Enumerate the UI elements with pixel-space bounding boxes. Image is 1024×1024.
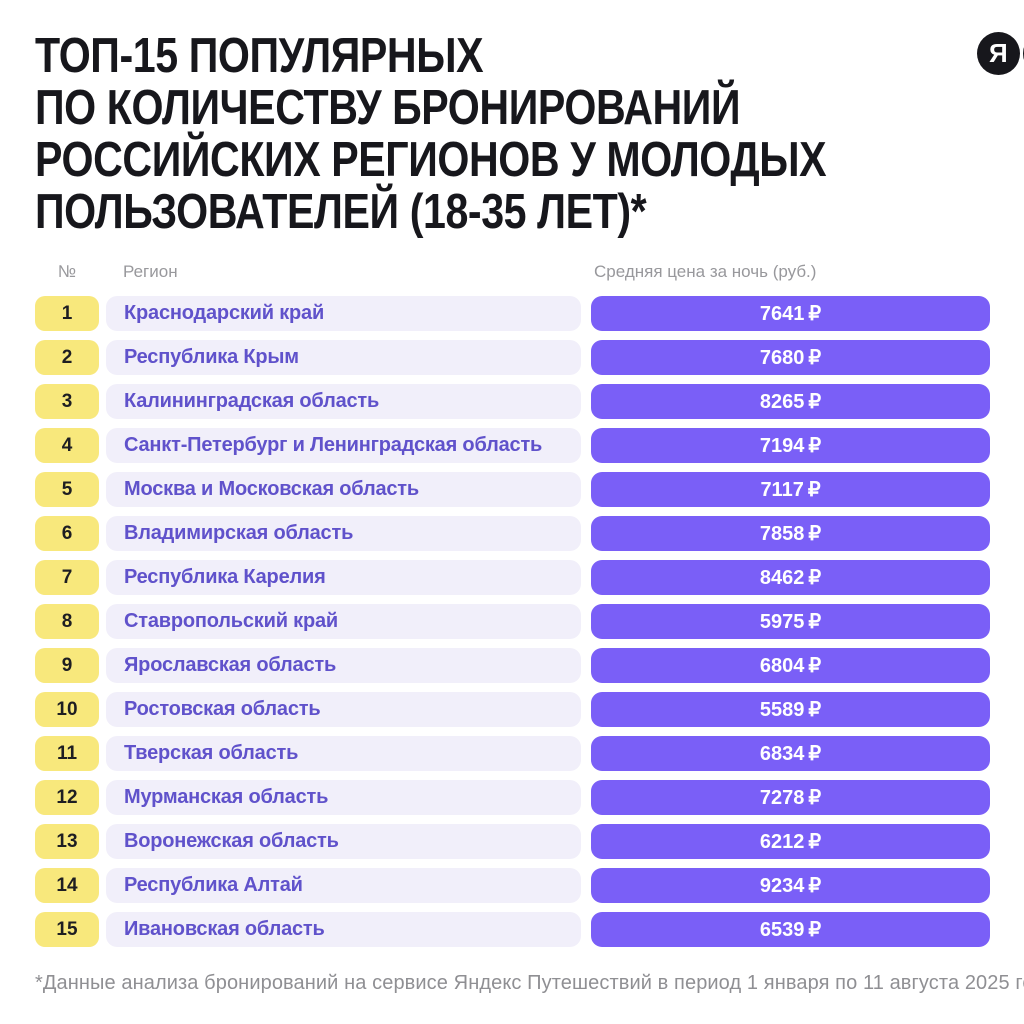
price-pill: 7680 ₽ <box>591 340 990 375</box>
price-pill: 6834 ₽ <box>591 736 990 771</box>
region-pill: Ивановская область <box>106 912 581 947</box>
rank-badge: 4 <box>35 428 99 463</box>
region-pill: Москва и Московская область <box>106 472 581 507</box>
yandex-letter-icon: Я <box>976 32 1020 75</box>
rank-badge: 9 <box>35 648 99 683</box>
rank-badge: 13 <box>35 824 99 859</box>
rank-badge: 10 <box>35 692 99 727</box>
region-pill: Республика Карелия <box>106 560 581 595</box>
region-pill: Санкт-Петербург и Ленинградская область <box>106 428 581 463</box>
table-row: 2 Республика Крым 7680 ₽ <box>35 340 990 375</box>
price-pill: 6212 ₽ <box>591 824 990 859</box>
region-pill: Краснодарский край <box>106 296 581 331</box>
table-row: 6 Владимирская область 7858 ₽ <box>35 516 990 551</box>
rank-badge: 8 <box>35 604 99 639</box>
title-line-1: ТОП-15 ПОПУЛЯРНЫХ <box>35 29 484 83</box>
table-row: 12 Мурманская область 7278 ₽ <box>35 780 990 815</box>
rank-badge: 14 <box>35 868 99 903</box>
table-row: 1 Краснодарский край 7641 ₽ <box>35 296 990 331</box>
rank-badge: 3 <box>35 384 99 419</box>
header: ТОП-15 ПОПУЛЯРНЫХ ПО КОЛИЧЕСТВУ БРОНИРОВ… <box>35 29 1024 239</box>
price-pill: 7641 ₽ <box>591 296 990 331</box>
region-pill: Ярославская область <box>106 648 581 683</box>
table-row: 4 Санкт-Петербург и Ленинградская област… <box>35 428 990 463</box>
header-price: Средняя цена за ночь (руб.) <box>594 262 817 281</box>
rank-badge: 7 <box>35 560 99 595</box>
table-row: 14 Республика Алтай 9234 ₽ <box>35 868 990 903</box>
table-row: 7 Республика Карелия 8462 ₽ <box>35 560 990 595</box>
price-pill: 7858 ₽ <box>591 516 990 551</box>
rank-badge: 15 <box>35 912 99 947</box>
price-pill: 6804 ₽ <box>591 648 990 683</box>
price-pill: 6539 ₽ <box>591 912 990 947</box>
region-pill: Воронежская область <box>106 824 581 859</box>
ranking-table: 1 Краснодарский край 7641 ₽ 2 Республика… <box>35 296 990 947</box>
table-row: 10 Ростовская область 5589 ₽ <box>35 692 990 727</box>
region-pill: Республика Алтай <box>106 868 581 903</box>
rank-badge: 12 <box>35 780 99 815</box>
title-line-3: РОССИЙСКИХ РЕГИОНОВ У МОЛОДЫХ <box>35 133 827 187</box>
region-pill: Республика Крым <box>106 340 581 375</box>
region-pill: Калининградская область <box>106 384 581 419</box>
price-pill: 7278 ₽ <box>591 780 990 815</box>
table-row: 15 Ивановская область 6539 ₽ <box>35 912 990 947</box>
region-pill: Ставропольский край <box>106 604 581 639</box>
price-pill: 8265 ₽ <box>591 384 990 419</box>
price-pill: 9234 ₽ <box>591 868 990 903</box>
price-pill: 7117 ₽ <box>591 472 990 507</box>
region-pill: Тверская область <box>106 736 581 771</box>
table-row: 3 Калининградская область 8265 ₽ <box>35 384 990 419</box>
title-line-4: ПОЛЬЗОВАТЕЛЕЙ (18-35 ЛЕТ)* <box>35 185 647 239</box>
table-row: 5 Москва и Московская область 7117 ₽ <box>35 472 990 507</box>
table-row: 9 Ярославская область 6804 ₽ <box>35 648 990 683</box>
rank-badge: 2 <box>35 340 99 375</box>
footnote: *Данные анализа бронирований на сервисе … <box>35 972 1024 994</box>
rank-badge: 1 <box>35 296 99 331</box>
table-row: 11 Тверская область 6834 ₽ <box>35 736 990 771</box>
price-pill: 7194 ₽ <box>591 428 990 463</box>
header-region: Регион <box>123 262 178 281</box>
price-pill: 5975 ₽ <box>591 604 990 639</box>
rank-badge: 6 <box>35 516 99 551</box>
region-pill: Ростовская область <box>106 692 581 727</box>
region-pill: Мурманская область <box>106 780 581 815</box>
table-row: 8 Ставропольский край 5975 ₽ <box>35 604 990 639</box>
rank-badge: 5 <box>35 472 99 507</box>
page-title: ТОП-15 ПОПУЛЯРНЫХ ПО КОЛИЧЕСТВУ БРОНИРОВ… <box>35 29 827 239</box>
table-row: 13 Воронежская область 6212 ₽ <box>35 824 990 859</box>
header-rank: № <box>57 262 77 281</box>
title-line-2: ПО КОЛИЧЕСТВУ БРОНИРОВАНИЙ <box>35 81 741 135</box>
price-pill: 8462 ₽ <box>591 560 990 595</box>
rank-badge: 11 <box>35 736 99 771</box>
yandex-travel-logo: Я <box>976 32 1024 75</box>
region-pill: Владимирская область <box>106 516 581 551</box>
table-header: № Регион Средняя цена за ночь (руб.) <box>35 262 990 282</box>
price-pill: 5589 ₽ <box>591 692 990 727</box>
